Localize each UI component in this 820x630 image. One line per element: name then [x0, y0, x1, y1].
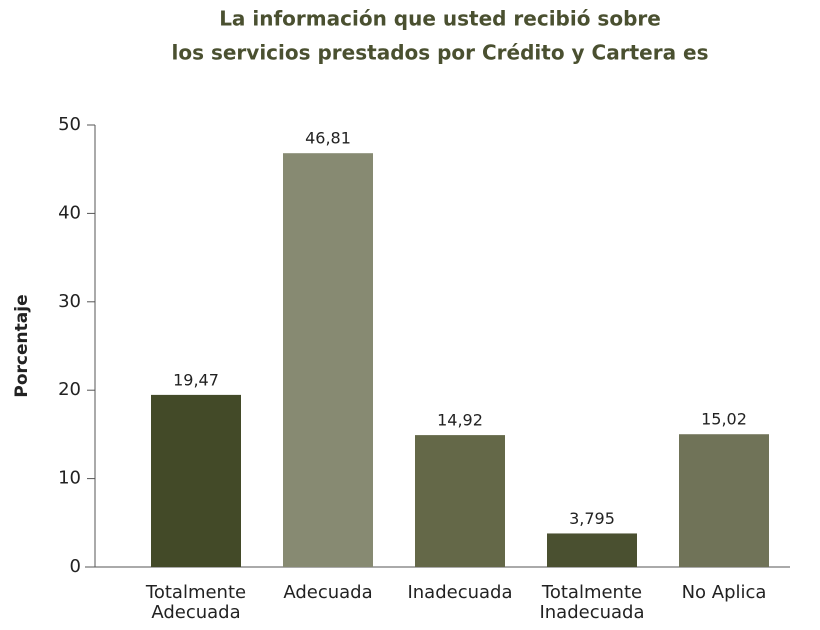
y-tick-label: 30	[58, 291, 81, 312]
y-tick-label: 10	[58, 468, 81, 489]
bar	[679, 434, 769, 567]
chart-title: La información que usted recibió sobre	[219, 7, 661, 31]
y-tick-label: 20	[58, 379, 81, 400]
value-label: 3,795	[569, 509, 615, 528]
bar	[547, 533, 637, 567]
bar	[151, 394, 241, 567]
bar	[283, 153, 373, 568]
y-tick-label: 40	[58, 202, 81, 223]
value-label: 19,47	[173, 370, 219, 389]
bar	[415, 435, 505, 567]
x-tick-label: Totalmente Adecuada	[145, 582, 247, 623]
value-label: 15,02	[701, 410, 747, 429]
y-tick-label: 0	[70, 556, 81, 577]
y-tick-label: 50	[58, 114, 81, 135]
y-axis-label: Porcentaje	[12, 294, 32, 397]
x-tick-label: No Aplica	[681, 582, 767, 603]
x-tick-label: Adecuada	[283, 582, 373, 603]
value-label: 46,81	[305, 129, 351, 148]
chart-title: los servicios prestados por Crédito y Ca…	[171, 41, 708, 65]
x-tick-label: Inadecuada	[407, 582, 513, 603]
x-tick-label: Totalmente Inadecuada	[539, 582, 645, 623]
value-label: 14,92	[437, 411, 483, 430]
